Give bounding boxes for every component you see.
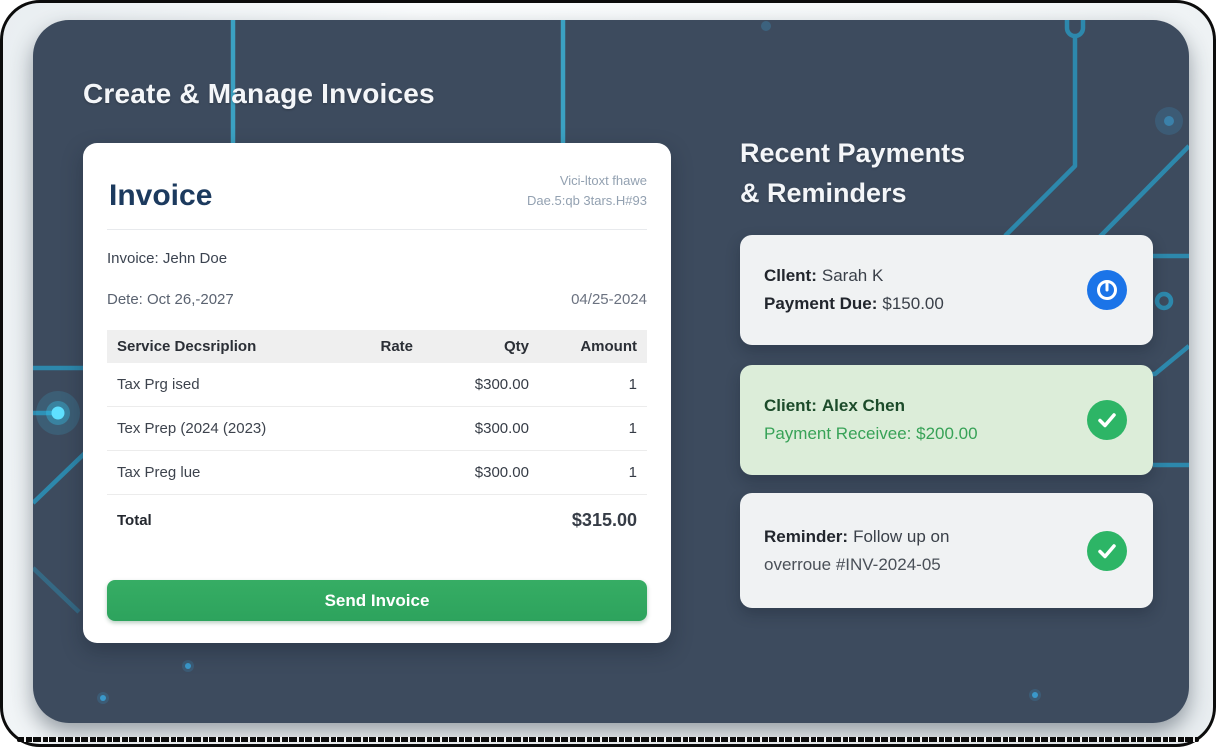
invoice-divider — [107, 229, 647, 230]
invoice-meta-line1: Vici-ltoxt fhawe — [559, 173, 647, 188]
row-description: Tex Prep (2024 (2023) — [107, 406, 315, 451]
col-header-description: Service Decsriplion — [107, 330, 315, 363]
row-qty: $300.00 — [423, 450, 539, 495]
table-row: Tax Preg lue $300.00 1 — [107, 450, 647, 495]
invoice-heading: Invoice — [109, 179, 213, 212]
row-rate — [315, 406, 423, 451]
invoice-date-row: Dete: Oct 26,-2027 04/25-2024 — [107, 291, 647, 308]
reminder-line2: overroue #INV-2024-05 — [764, 554, 941, 574]
check-icon — [1087, 400, 1127, 440]
recent-payments-title-line1: Recent Payments — [740, 138, 966, 168]
payment-card-received[interactable]: Client: Alex Chen Payment Receivee: $200.… — [740, 365, 1153, 475]
invoice-meta: Vici-ltoxt fhawe Dae.5:qb 3tars.H#93 — [527, 165, 647, 211]
table-row: Tax Prg ised $300.00 1 — [107, 363, 647, 407]
client-line: Client: Alex Chen — [764, 396, 906, 415]
row-amount: 1 — [539, 363, 647, 407]
reminder-line: Reminder: Follow up on — [764, 526, 950, 546]
send-invoice-button[interactable]: Send Invoice — [107, 580, 647, 621]
table-row: Tex Prep (2024 (2023) $300.00 1 — [107, 406, 647, 451]
clock-icon — [1087, 270, 1127, 310]
total-row: Total $315.00 — [107, 495, 647, 545]
payment-card-due[interactable]: Cllent: Sarah K Payment Due: $150.00 — [740, 235, 1153, 345]
invoice-client-line: Invoice: Jehn Doe — [107, 250, 228, 267]
reminder-card[interactable]: Reminder: Follow up on overroue #INV-2024… — [740, 493, 1153, 608]
total-value: $315.00 — [571, 510, 637, 530]
main-panel: Create & Manage Invoices Invoice Vici-lt… — [33, 20, 1189, 723]
col-header-qty: Qty — [423, 330, 539, 363]
row-description: Tax Prg ised — [107, 363, 315, 407]
total-label: Total — [117, 512, 152, 529]
check-icon — [1087, 530, 1127, 571]
invoice-table-header-row: Service Decsriplion Rate Qty Amount — [107, 330, 647, 363]
payment-received-line: Payment Receivee: $200.00 — [764, 424, 978, 443]
client-line: Cllent: Sarah K — [764, 266, 884, 285]
row-qty: $300.00 — [423, 406, 539, 451]
recent-payments-title: Recent Payments & Reminders — [740, 133, 965, 213]
invoice-table: Service Decsriplion Rate Qty Amount Tax … — [107, 330, 647, 544]
bottom-microtext-strip — [17, 737, 1199, 742]
row-amount: 1 — [539, 406, 647, 451]
recent-payments-title-line2: & Reminders — [740, 178, 907, 208]
row-amount: 1 — [539, 450, 647, 495]
row-rate — [315, 363, 423, 407]
invoice-meta-line2: Dae.5:qb 3tars.H#93 — [527, 193, 647, 208]
glow-node — [36, 391, 80, 435]
col-header-amount: Amount — [539, 330, 647, 363]
col-header-rate: Rate — [315, 330, 423, 363]
payment-due-line: Payment Due: $150.00 — [764, 294, 944, 313]
invoice-card: Invoice Vici-ltoxt fhawe Dae.5:qb 3tars.… — [83, 143, 671, 643]
row-description: Tax Preg lue — [107, 450, 315, 495]
row-rate — [315, 450, 423, 495]
invoice-date-right: 04/25-2024 — [571, 291, 647, 308]
page-title: Create & Manage Invoices — [83, 78, 435, 109]
invoice-date-left: Dete: Oct 26,-2027 — [107, 291, 234, 308]
row-qty: $300.00 — [423, 363, 539, 407]
